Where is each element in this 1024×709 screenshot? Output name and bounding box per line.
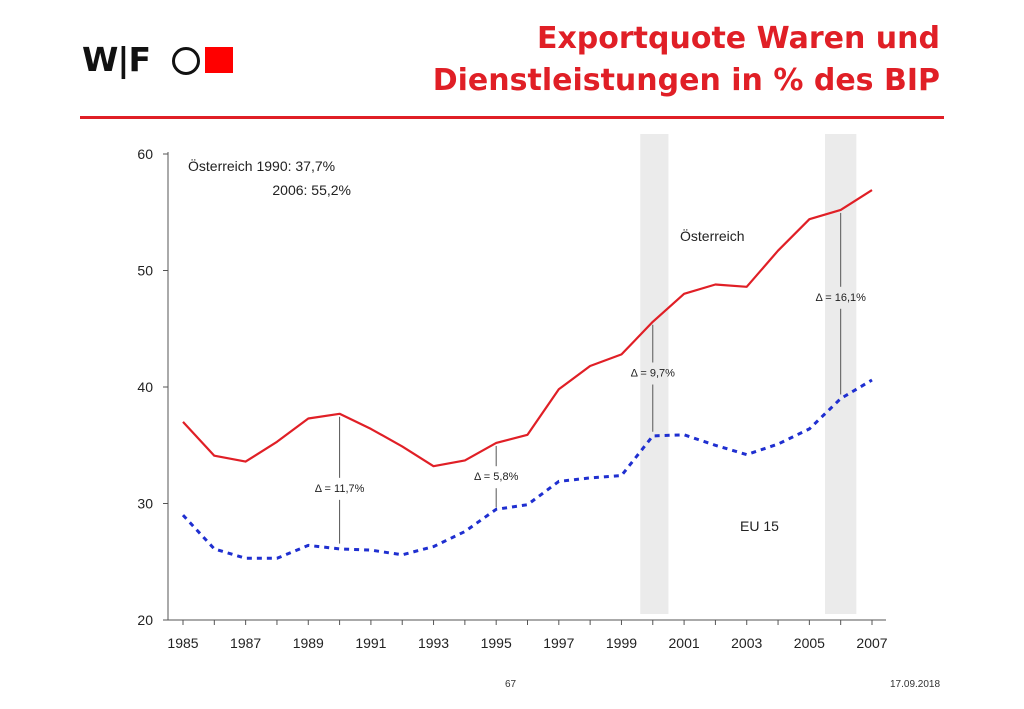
delta-label-1: Δ = 11,7% xyxy=(315,483,365,495)
logo-square-icon xyxy=(205,47,233,73)
footer-date: 17.09.2018 xyxy=(890,679,941,690)
logo-ring-icon xyxy=(172,47,200,75)
page-title: Exportquote Waren und Dienstleistungen i… xyxy=(433,18,940,102)
y-tick-label-50: 50 xyxy=(137,263,153,279)
x-tick-label-2005: 2005 xyxy=(794,635,825,651)
x-tick-label-1995: 1995 xyxy=(481,635,512,651)
x-tick-label-1991: 1991 xyxy=(355,635,386,651)
export-ratio-chart: 20 30 40 50 60 1985 1987 1989 1991 1993 1995 1997 19… xyxy=(137,134,888,651)
y-tick-label-30: 30 xyxy=(137,496,153,512)
delta-label-3: Δ = 9,7% xyxy=(631,368,676,380)
delta-label-4: Δ = 16,1% xyxy=(815,292,866,304)
x-tick-label-1989: 1989 xyxy=(293,635,324,651)
x-tick-label-1997: 1997 xyxy=(543,635,574,651)
y-tick-label-60: 60 xyxy=(137,146,153,162)
y-tick-label-20: 20 xyxy=(137,612,153,628)
series-line-eu15 xyxy=(181,378,873,560)
page-number: 67 xyxy=(505,679,517,690)
series-line-austria xyxy=(182,189,873,468)
shaded-band-1 xyxy=(640,134,669,614)
label-eu15: EU 15 xyxy=(740,518,779,534)
x-tick-label-2003: 2003 xyxy=(731,635,762,651)
y-tick-label-40: 40 xyxy=(137,379,153,395)
summary-line-2: 2006: 55,2% xyxy=(272,182,351,198)
label-austria: Österreich xyxy=(680,227,745,244)
x-tick-label-1999: 1999 xyxy=(606,635,637,651)
title-line-1: Exportquote Waren und xyxy=(536,21,940,56)
x-tick-label-1987: 1987 xyxy=(230,635,261,651)
delta-label-2: Δ = 5,8% xyxy=(474,471,519,483)
x-tick-label-1985: 1985 xyxy=(167,635,198,651)
x-tick-label-2001: 2001 xyxy=(669,635,700,651)
title-rule xyxy=(80,116,944,119)
summary-line-1: Österreich 1990: 37,7% xyxy=(188,157,335,174)
logo-letters: W|F xyxy=(82,40,151,79)
x-tick-label-1993: 1993 xyxy=(418,635,449,651)
x-tick-label-2007: 2007 xyxy=(856,635,887,651)
title-line-2: Dienstleistungen in % des BIP xyxy=(432,63,940,98)
